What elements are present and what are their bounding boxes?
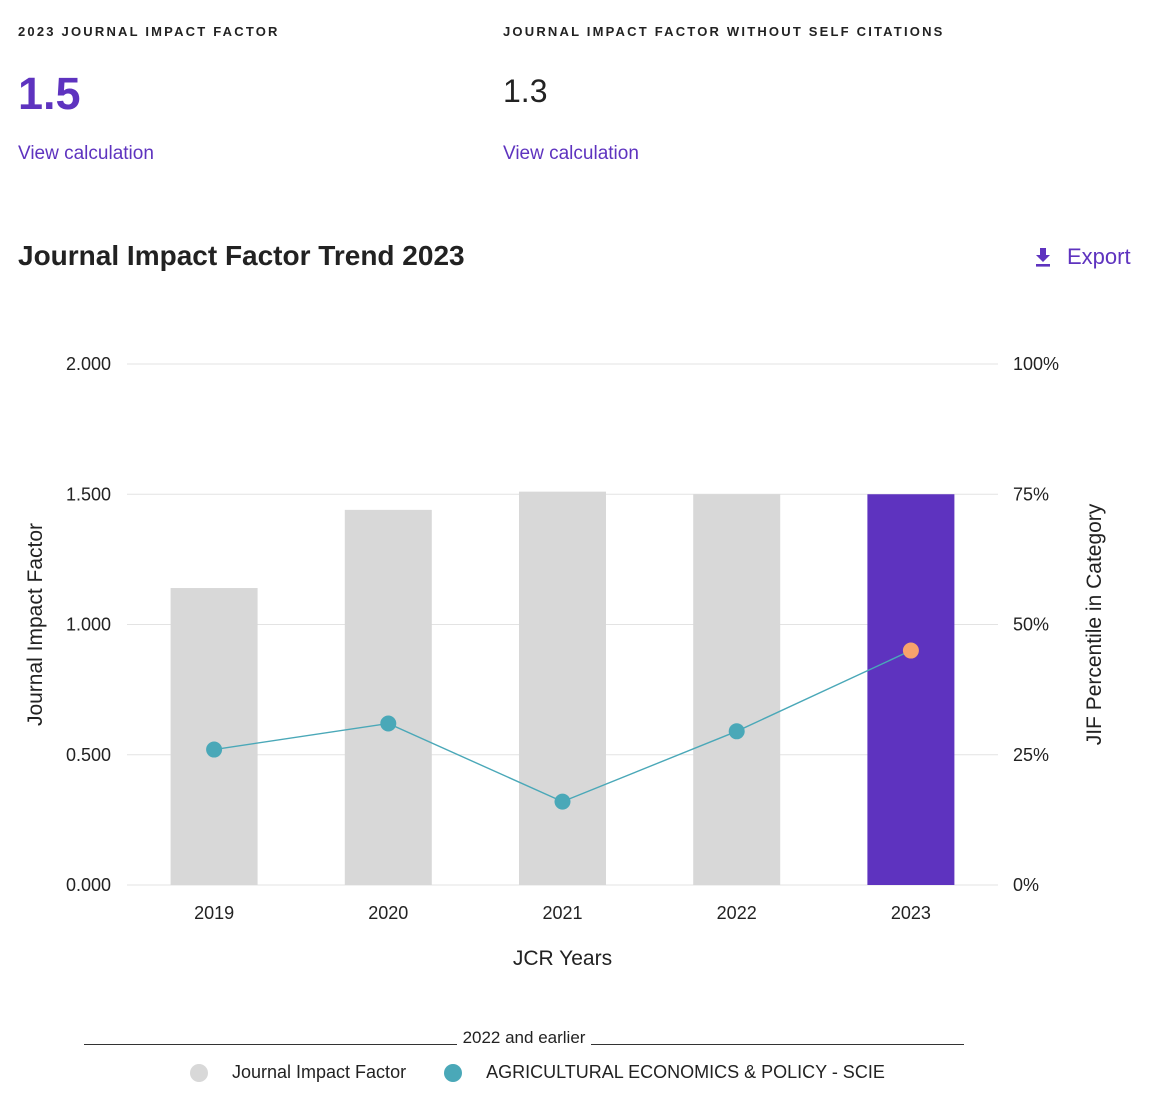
jif-label: 2023 JOURNAL IMPACT FACTOR [18, 24, 280, 39]
x-tick-label: 2021 [542, 903, 582, 923]
x-tick-label: 2023 [891, 903, 931, 923]
y-tick-label: 2.000 [66, 354, 111, 374]
y-tick-label: 1.000 [66, 615, 111, 635]
percentile-point [380, 715, 397, 732]
jif-trend-chart: 0.000 0.500 1.000 1.500 2.000 0% 25% 50% 75% 100%… [24, 354, 1106, 970]
y2-tick-label: 75% [1013, 484, 1049, 504]
percentile-point [728, 723, 745, 740]
download-icon [1033, 246, 1053, 268]
y-tick-label: 0.000 [66, 875, 111, 895]
jif-without-self-citations-label: JOURNAL IMPACT FACTOR WITHOUT SELF CITAT… [503, 24, 945, 39]
y2-tick-label: 100% [1013, 354, 1059, 374]
jif-without-self-citations-view-calculation-link[interactable]: View calculation [503, 143, 639, 164]
legend-caption-rule-left [84, 1031, 457, 1045]
jif-bar [170, 588, 258, 885]
jif-value: 1.5 [18, 68, 81, 119]
legend-caption-rule-right [591, 1031, 964, 1045]
export-button[interactable]: Export [1033, 244, 1131, 270]
jif-bar [344, 509, 432, 885]
trend-title: Journal Impact Factor Trend 2023 [18, 240, 465, 271]
jif-bar [519, 491, 606, 885]
legend-label-category: AGRICULTURAL ECONOMICS & POLICY - SCIE [486, 1062, 885, 1082]
chart-legend: Journal Impact Factor AGRICULTURAL ECONO… [190, 1062, 923, 1083]
y-tick-label: 1.500 [66, 484, 111, 504]
y2-tick-label: 50% [1013, 615, 1049, 635]
x-tick-label: 2022 [717, 903, 757, 923]
percentile-point [902, 642, 919, 659]
x-tick-label: 2020 [368, 903, 408, 923]
legend-item-jif[interactable]: Journal Impact Factor [190, 1062, 406, 1083]
percentile-point [554, 793, 571, 810]
y2-tick-label: 0% [1013, 875, 1039, 895]
jif-without-self-citations-value: 1.3 [503, 73, 548, 109]
jif-bar [693, 494, 781, 885]
legend-swatch-jif [190, 1063, 208, 1082]
jif-view-calculation-link[interactable]: View calculation [18, 143, 154, 164]
legend-swatch-category [444, 1063, 463, 1082]
y-axis-title: Journal Impact Factor [24, 523, 47, 726]
x-tick-label: 2019 [194, 903, 234, 923]
percentile-point [206, 741, 223, 758]
export-label: Export [1067, 244, 1131, 269]
y2-axis-title: JIF Percentile in Category [1083, 503, 1106, 745]
y2-tick-label: 25% [1013, 745, 1049, 765]
legend-label-jif: Journal Impact Factor [232, 1062, 407, 1082]
legend-item-category[interactable]: AGRICULTURAL ECONOMICS & POLICY - SCIE [444, 1062, 885, 1083]
legend-caption-text: 2022 and earlier [462, 1028, 586, 1047]
legend-caption: 2022 and earlier [84, 1028, 964, 1048]
x-axis-title: JCR Years [513, 947, 612, 970]
jif-bar [867, 494, 955, 885]
y-tick-label: 0.500 [66, 745, 111, 765]
